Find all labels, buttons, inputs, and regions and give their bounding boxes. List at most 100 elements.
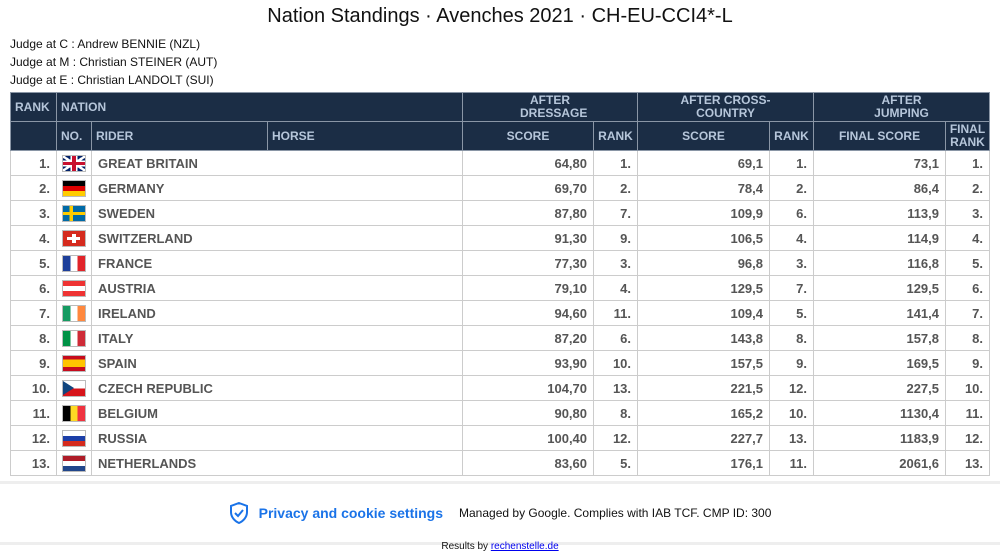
dressage-rank-cell: 6. [593,325,639,351]
dressage-rank-cell: 13. [593,375,639,401]
nation-cell: RUSSIA [90,425,464,451]
dressage-score-cell: 87,20 [462,325,595,351]
final-score-cell: 2061,6 [813,450,947,476]
header-final-score: FINAL SCORE [813,121,947,151]
results-by-label: Results by [441,541,489,552]
judge-c: Judge at C : Andrew BENNIE (NZL) [10,37,201,51]
nation-cell: AUSTRIA [90,275,464,301]
final-score-cell: 1183,9 [813,425,947,451]
flag-esp-icon [62,354,86,372]
final-score-cell: 227,5 [813,375,947,401]
xc-score-cell: 227,7 [637,425,771,451]
final-rank-cell: 3. [945,200,991,226]
dressage-rank-cell: 3. [593,250,639,276]
table-row: 7. IRELAND 94,60 11. 109,4 5. 141,4 7. [10,300,991,326]
dressage-score-cell: 100,40 [462,425,595,451]
dressage-score-cell: 87,80 [462,200,595,226]
xc-rank-cell: 3. [769,250,815,276]
rank-cell: 1. [10,150,57,176]
final-score-cell: 113,9 [813,200,947,226]
final-rank-cell: 10. [945,375,991,401]
flag-fra-icon [62,254,86,272]
nation-cell: FRANCE [90,250,464,276]
dressage-score-cell: 90,80 [462,400,595,426]
rank-cell: 2. [10,175,57,201]
xc-rank-cell: 13. [769,425,815,451]
dressage-score-cell: 93,90 [462,350,595,376]
table-row: 2. GERMANY 69,70 2. 78,4 2. 86,4 2. [10,175,991,201]
table-row: 13. NETHERLANDS 83,60 5. 176,1 11. 2061,6 13. [10,450,991,476]
rank-cell: 9. [10,350,57,376]
flag-cell [56,300,92,326]
flag-cell [56,150,92,176]
dressage-rank-cell: 8. [593,400,639,426]
nation-cell: SWEDEN [90,200,464,226]
dressage-score-cell: 91,30 [462,225,595,251]
dressage-score-cell: 69,70 [462,175,595,201]
xc-score-cell: 96,8 [637,250,771,276]
rank-cell: 3. [10,200,57,226]
header-after-dressage: AFTER DRESSAGE [462,92,639,122]
managed-by-text: Managed by Google. Complies with IAB TCF… [459,506,772,520]
flag-cze-icon [62,379,86,397]
header-rank: RANK [10,92,57,122]
xc-score-cell: 69,1 [637,150,771,176]
flag-bel-icon [62,404,86,422]
final-rank-cell: 6. [945,275,991,301]
final-rank-cell: 12. [945,425,991,451]
flag-aut-icon [62,279,86,297]
xc-score-cell: 221,5 [637,375,771,401]
nation-cell: GERMANY [90,175,464,201]
shield-check-icon[interactable] [229,502,249,524]
judge-m: Judge at M : Christian STEINER (AUT) [10,55,218,69]
dressage-rank-cell: 10. [593,350,639,376]
nation-cell: SWITZERLAND [90,225,464,251]
dressage-rank-cell: 12. [593,425,639,451]
final-score-cell: 157,8 [813,325,947,351]
header-final-rank: FINAL RANK [945,121,991,151]
rank-cell: 11. [10,400,57,426]
header-nation: NATION [55,92,464,122]
xc-rank-cell: 5. [769,300,815,326]
standings-table: RANK NATION AFTER DRESSAGE AFTER CROSS-C… [10,92,991,476]
dressage-rank-cell: 2. [593,175,639,201]
final-score-cell: 141,4 [813,300,947,326]
xc-score-cell: 129,5 [637,275,771,301]
rank-cell: 6. [10,275,57,301]
rank-cell: 12. [10,425,57,451]
dressage-score-cell: 64,80 [462,150,595,176]
xc-rank-cell: 6. [769,200,815,226]
final-rank-cell: 13. [945,450,991,476]
dressage-score-cell: 83,60 [462,450,595,476]
xc-rank-cell: 4. [769,225,815,251]
flag-sui-icon [62,229,86,247]
xc-score-cell: 165,2 [637,400,771,426]
header-horse: HORSE [266,121,464,151]
flag-cell [56,175,92,201]
consent-footer: Privacy and cookie settings Managed by G… [0,481,1000,545]
nation-cell: BELGIUM [90,400,464,426]
dressage-rank-cell: 7. [593,200,639,226]
xc-rank-cell: 7. [769,275,815,301]
header-rider: RIDER [91,121,268,151]
table-row: 10. CZECH REPUBLIC 104,70 13. 221,5 12. 227,5 1… [10,375,991,401]
privacy-settings-link[interactable]: Privacy and cookie settings [258,505,444,521]
xc-score-cell: 143,8 [637,325,771,351]
table-row: 9. SPAIN 93,90 10. 157,5 9. 169,5 9. [10,350,991,376]
xc-score-cell: 157,5 [637,350,771,376]
final-score-cell: 114,9 [813,225,947,251]
rank-cell: 10. [10,375,57,401]
nation-cell: CZECH REPUBLIC [90,375,464,401]
xc-rank-cell: 11. [769,450,815,476]
header-x-rank: RANK [769,121,815,151]
rank-cell: 4. [10,225,57,251]
final-rank-cell: 1. [945,150,991,176]
flag-cell [56,425,92,451]
rechenstelle-link[interactable]: rechenstelle.de [490,541,559,552]
xc-rank-cell: 12. [769,375,815,401]
table-row: 6. AUSTRIA 79,10 4. 129,5 7. 129,5 6. [10,275,991,301]
table-row: 8. ITALY 87,20 6. 143,8 8. 157,8 8. [10,325,991,351]
flag-cell [56,350,92,376]
rank-cell: 5. [10,250,57,276]
final-rank-cell: 4. [945,225,991,251]
